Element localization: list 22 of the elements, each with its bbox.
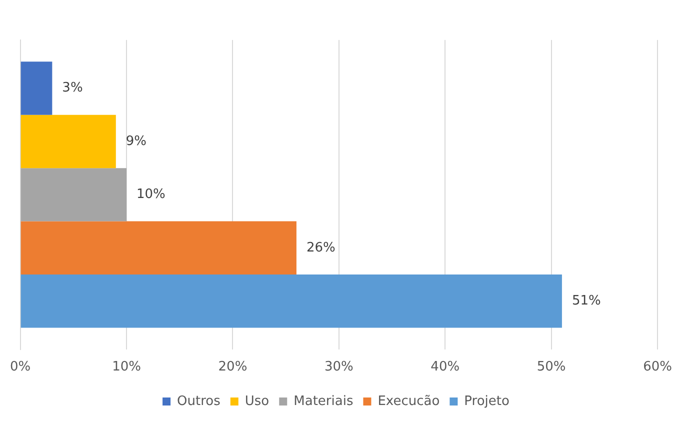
legend-label: Uso xyxy=(244,394,270,409)
data-label: 51% xyxy=(572,294,601,309)
x-tick-label: 10% xyxy=(112,360,141,375)
x-tick-label: 60% xyxy=(643,360,672,375)
x-tick-label: 40% xyxy=(430,360,460,375)
bar xyxy=(20,274,562,328)
bar xyxy=(20,62,52,115)
legend-label: Execucão xyxy=(378,394,440,409)
legend-label: Outros xyxy=(177,394,221,409)
data-label: 3% xyxy=(62,80,83,96)
data-label: 9% xyxy=(126,134,147,149)
bar xyxy=(20,114,116,168)
x-tick-label: 0% xyxy=(10,360,31,375)
legend-label: Projeto xyxy=(464,394,510,409)
data-label: 26% xyxy=(306,240,336,256)
legend-label: Materiais xyxy=(294,394,354,409)
x-tick-label: 20% xyxy=(218,360,248,375)
data-label: 10% xyxy=(136,187,166,202)
bar xyxy=(20,168,127,222)
bar xyxy=(20,221,296,275)
x-tick-label: 30% xyxy=(324,360,354,375)
x-tick-label: 50% xyxy=(536,360,566,375)
